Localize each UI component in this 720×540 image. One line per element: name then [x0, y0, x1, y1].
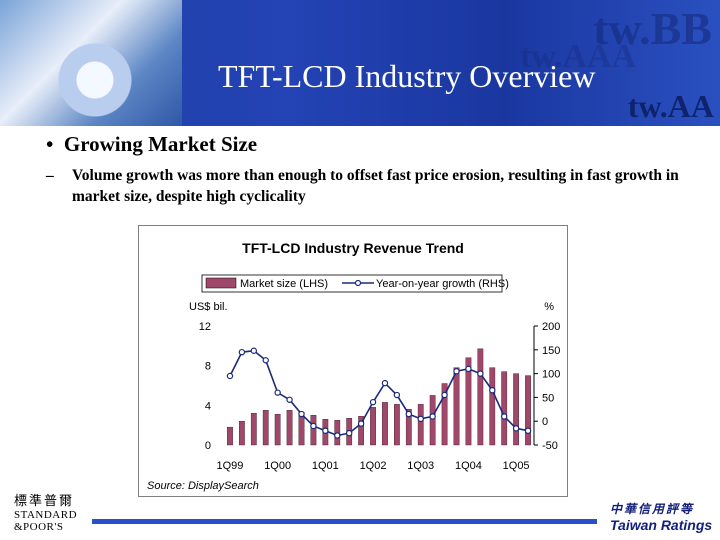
- tick-label-right: 100: [542, 369, 560, 381]
- growth-point: [465, 365, 472, 373]
- growth-point: [286, 396, 293, 403]
- tick-label-x: 1Q99: [217, 460, 244, 472]
- tick-label-right: 0: [542, 416, 548, 428]
- tick-label-left: 8: [205, 361, 211, 373]
- bar: [227, 426, 233, 446]
- header-photo: [0, 0, 182, 126]
- tick-label-left: 12: [199, 321, 211, 333]
- growth-point: [310, 422, 317, 430]
- sub-bullet-dash: –: [46, 167, 54, 184]
- bar: [405, 409, 412, 446]
- revenue-trend-chart: TFT-LCD Industry Revenue Trend Market si…: [147, 240, 561, 492]
- growth-point: [274, 389, 281, 396]
- chart-bars: [227, 348, 531, 446]
- axis-label-left: US$ bil.: [189, 301, 228, 313]
- bar: [453, 367, 460, 446]
- bar: [441, 383, 448, 446]
- bar: [250, 413, 257, 446]
- taiwan-ratings-text: Taiwan Ratings: [610, 517, 713, 533]
- page-title: TFT-LCD Industry Overview: [218, 58, 596, 94]
- chart-line: [226, 347, 532, 439]
- bar: [382, 402, 388, 446]
- growth-point: [453, 368, 460, 375]
- sp-logo-cjk: 標準普爾: [14, 493, 75, 508]
- bar: [489, 367, 496, 446]
- legend-label-market-size: Market size (LHS): [240, 278, 328, 290]
- bar: [239, 420, 245, 446]
- growth-point: [322, 427, 329, 434]
- growth-point: [381, 379, 389, 387]
- growth-point: [489, 387, 496, 394]
- growth-point: [393, 391, 401, 399]
- tick-label-x: 1Q00: [264, 460, 291, 472]
- footer-divider: [92, 519, 597, 524]
- growth-point: [334, 432, 341, 439]
- growth-point: [441, 391, 448, 399]
- tick-label-right: 50: [542, 392, 554, 404]
- sub-bullet-text: Volume growth was more than enough to of…: [72, 167, 679, 205]
- tick-label-right: 200: [542, 321, 560, 333]
- bar: [513, 373, 519, 446]
- watermark-rating-aa: tw.AA: [627, 88, 714, 124]
- watermark-rating-aaa: tw.AAA: [520, 38, 637, 75]
- chart-tick-labels: 0 4 8 12 -50 0 50 100 150 200 1Q99 1Q00 1Q01 1Q02 1Q03…: [199, 321, 561, 472]
- main-bullet-text: Growing Market Size: [63, 132, 258, 156]
- axis-label-right: %: [544, 301, 554, 313]
- bar: [525, 375, 531, 446]
- growth-point: [500, 413, 508, 420]
- growth-point: [405, 410, 413, 418]
- chart-source: Source: DisplaySearch: [147, 480, 259, 492]
- tick-label-x: 1Q02: [360, 460, 387, 472]
- growth-point: [429, 413, 436, 420]
- bar: [262, 410, 269, 446]
- watermark-rating-bb: tw.BB: [593, 3, 712, 54]
- bar: [370, 407, 376, 446]
- growth-point: [262, 357, 269, 364]
- main-bullet: • Growing Market Size: [46, 132, 258, 156]
- legend-swatch-marker: [354, 279, 362, 287]
- tick-label-x: 1Q03: [407, 460, 434, 472]
- header-banner: tw.BB tw.AAA tw.AA TFT-LCD Industry Over…: [0, 0, 720, 126]
- bar: [286, 410, 293, 446]
- bar: [394, 404, 400, 446]
- chart-frame: TFT-LCD Industry Revenue Trend Market si…: [138, 225, 568, 497]
- bar: [429, 395, 436, 446]
- bar: [310, 415, 317, 446]
- tick-label-left: 0: [205, 440, 211, 452]
- growth-point: [226, 372, 234, 380]
- chart-title: TFT-LCD Industry Revenue Trend: [242, 240, 464, 256]
- growth-point: [357, 420, 365, 427]
- bar: [417, 404, 424, 446]
- taiwan-ratings-cjk: 中華信用評等: [610, 502, 695, 516]
- tick-label-x: 1Q05: [503, 460, 530, 472]
- growth-point: [250, 347, 258, 354]
- chart-legend: Market size (LHS) Year-on-year growth (R…: [201, 274, 509, 293]
- bar: [274, 414, 281, 446]
- growth-point: [345, 429, 353, 437]
- growth-point: [417, 415, 424, 423]
- tick-label-x: 1Q01: [312, 460, 339, 472]
- chart-axes: [533, 325, 538, 446]
- bar: [358, 416, 364, 446]
- tick-label-right: 150: [542, 345, 560, 357]
- sp-logo-line2: &POOR'S: [14, 521, 64, 533]
- growth-point: [369, 398, 377, 406]
- growth-point: [238, 348, 246, 356]
- growth-point: [512, 425, 520, 432]
- sp-logo-line1: STANDARD: [14, 509, 78, 521]
- legend-label-yoy-growth: Year-on-year growth (RHS): [376, 278, 509, 290]
- growth-point: [477, 370, 484, 377]
- tick-label-right: -50: [542, 440, 558, 452]
- legend-swatch-bar: [205, 277, 237, 289]
- taiwan-ratings-logo: 中華信用評等 Taiwan Ratings: [610, 500, 712, 533]
- standard-and-poors-logo: 標準普爾 STANDARD &POOR'S: [14, 490, 86, 533]
- bar: [477, 348, 484, 446]
- bar: [465, 357, 472, 446]
- growth-point: [524, 427, 532, 434]
- sub-bullet: – Volume growth was more than enough to …: [46, 165, 692, 207]
- tick-label-left: 4: [205, 400, 211, 412]
- bar: [501, 371, 508, 446]
- tick-label-x: 1Q04: [455, 460, 482, 472]
- growth-point: [298, 410, 305, 418]
